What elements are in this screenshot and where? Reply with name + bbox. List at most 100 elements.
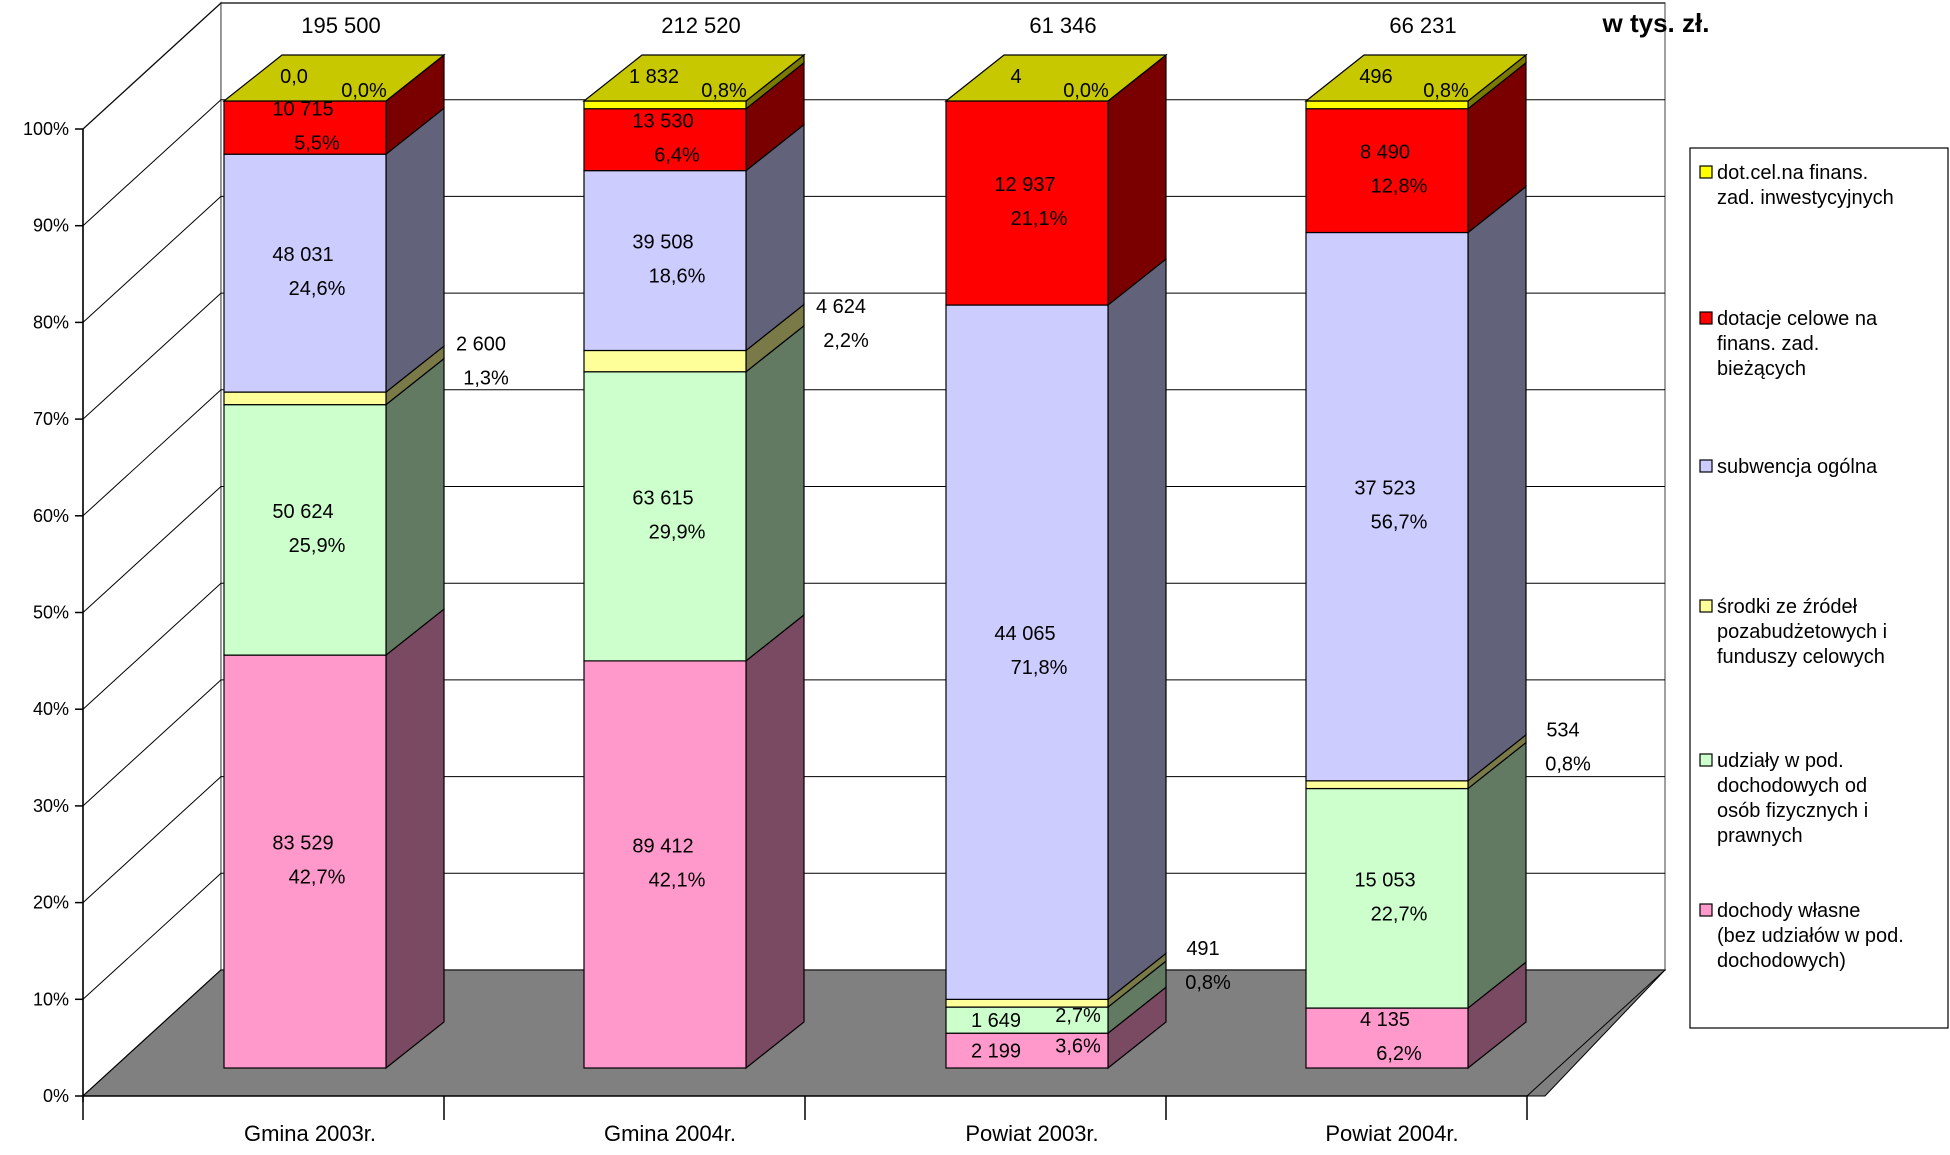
value-label: 534 [1546, 720, 1579, 742]
bar-side [745, 613, 805, 1070]
value-label: 37 523 [1354, 478, 1415, 500]
bar-segment [945, 1032, 1109, 1069]
pct-label: 25,9% [289, 535, 346, 557]
gridline [82, 2, 1665, 130]
value-label: 83 529 [272, 833, 333, 855]
legend-label: środki ze źródeł [1717, 596, 1858, 618]
y-tick-label: 20% [33, 893, 69, 913]
bar-segment [1305, 1007, 1469, 1069]
bar-top [944, 54, 1168, 102]
pct-label: 24,6% [289, 278, 346, 300]
pct-label: 0,8% [1545, 754, 1591, 776]
pct-label: 2,7% [1055, 1005, 1101, 1027]
pct-label: 6,4% [654, 145, 700, 167]
legend-swatch [1699, 165, 1713, 179]
value-label: 491 [1186, 938, 1219, 960]
legend-box [1689, 147, 1949, 1029]
legend-label: finans. zad. [1717, 333, 1819, 355]
category-label: Gmina 2003r. [244, 1121, 376, 1146]
bar-segment [583, 371, 747, 662]
legend-label: udziały w pod. [1717, 750, 1844, 772]
bar-segment [223, 654, 387, 1069]
pct-label: 42,1% [649, 869, 706, 891]
bar-segment [583, 100, 747, 110]
bar-side [745, 324, 805, 663]
pct-label: 42,7% [289, 867, 346, 889]
value-label: 4 [1010, 66, 1021, 88]
total-label: 61 346 [1029, 13, 1096, 38]
legend-label: dochodowych) [1717, 950, 1846, 972]
legend-label: subwencja ogólna [1717, 456, 1878, 478]
total-label: 66 231 [1389, 13, 1456, 38]
value-label: 2 600 [456, 333, 506, 355]
value-label: 13 530 [632, 111, 693, 133]
bar-segment [1305, 780, 1469, 790]
y-tick-label: 40% [33, 699, 69, 719]
category-label: Powiat 2003r. [965, 1121, 1098, 1146]
gridline [82, 776, 1665, 903]
y-tick-label: 10% [33, 989, 69, 1009]
gridline [82, 292, 1665, 420]
bar-segment [223, 100, 387, 155]
value-label: 10 715 [272, 99, 333, 121]
value-label: 2 199 [971, 1041, 1021, 1063]
legend-label: osób fizycznych i [1717, 800, 1868, 822]
value-label: 0,0 [280, 66, 308, 88]
pct-label: 22,7% [1371, 903, 1428, 925]
value-label: 8 490 [1360, 142, 1410, 164]
bar-segment [1305, 108, 1469, 234]
total-label: 212 520 [661, 13, 741, 38]
bar-segment [945, 1006, 1109, 1034]
bar-segment [223, 404, 387, 656]
value-label: 48 031 [272, 244, 333, 266]
legend-label: (bez udziałów w pod. [1717, 925, 1904, 947]
y-tick-label: 70% [33, 409, 69, 429]
value-label: 1 832 [629, 66, 679, 88]
bar-side [1107, 257, 1167, 1001]
value-label: 63 615 [632, 487, 693, 509]
gridline [82, 486, 1665, 613]
bar-segment [1305, 787, 1469, 1009]
value-label: 12 937 [994, 174, 1055, 196]
bar-segment [1305, 100, 1469, 110]
legend-label: dotacje celowe na [1717, 308, 1878, 330]
gridline [82, 872, 1665, 1000]
legend-label: zad. inwestycyjnych [1717, 187, 1894, 209]
legend-label: dochodowych od [1717, 775, 1867, 797]
pct-label: 21,1% [1011, 208, 1068, 230]
pct-label: 0,0% [341, 80, 387, 102]
bar-segment [583, 349, 747, 373]
pct-label: 0,8% [701, 80, 747, 102]
gridline [82, 389, 1665, 517]
bar-top [582, 54, 806, 102]
legend-swatch [1699, 903, 1713, 917]
legend-label: pozabudżetowych i [1717, 621, 1887, 643]
pct-label: 5,5% [294, 133, 340, 155]
legend-swatch [1699, 311, 1713, 325]
category-label: Powiat 2004r. [1325, 1121, 1458, 1146]
pct-label: 29,9% [649, 521, 706, 543]
y-tick-label: 90% [33, 216, 69, 236]
pct-label: 56,7% [1371, 512, 1428, 534]
y-tick-label: 30% [33, 796, 69, 816]
pct-label: 0,0% [1063, 80, 1109, 102]
value-label: 1 649 [971, 1010, 1021, 1032]
value-label: 4 135 [1360, 1009, 1410, 1031]
bar-segment [1305, 231, 1469, 782]
y-tick-label: 80% [33, 312, 69, 332]
gridline [82, 679, 1665, 807]
y-tick-label: 100% [23, 119, 69, 139]
y-tick-label: 60% [33, 506, 69, 526]
bar-side [385, 357, 445, 657]
value-label: 39 508 [632, 232, 693, 254]
gridline [82, 99, 1665, 227]
legend-swatch [1699, 599, 1713, 613]
bar-segment [945, 100, 1109, 306]
value-label: 89 412 [632, 835, 693, 857]
pct-label: 2,2% [823, 330, 869, 352]
bar-segment [945, 304, 1109, 1000]
unit-label: w tys. zł. [1602, 8, 1710, 38]
legend-label: funduszy celowych [1717, 646, 1885, 668]
legend-label: bieżących [1717, 358, 1806, 380]
